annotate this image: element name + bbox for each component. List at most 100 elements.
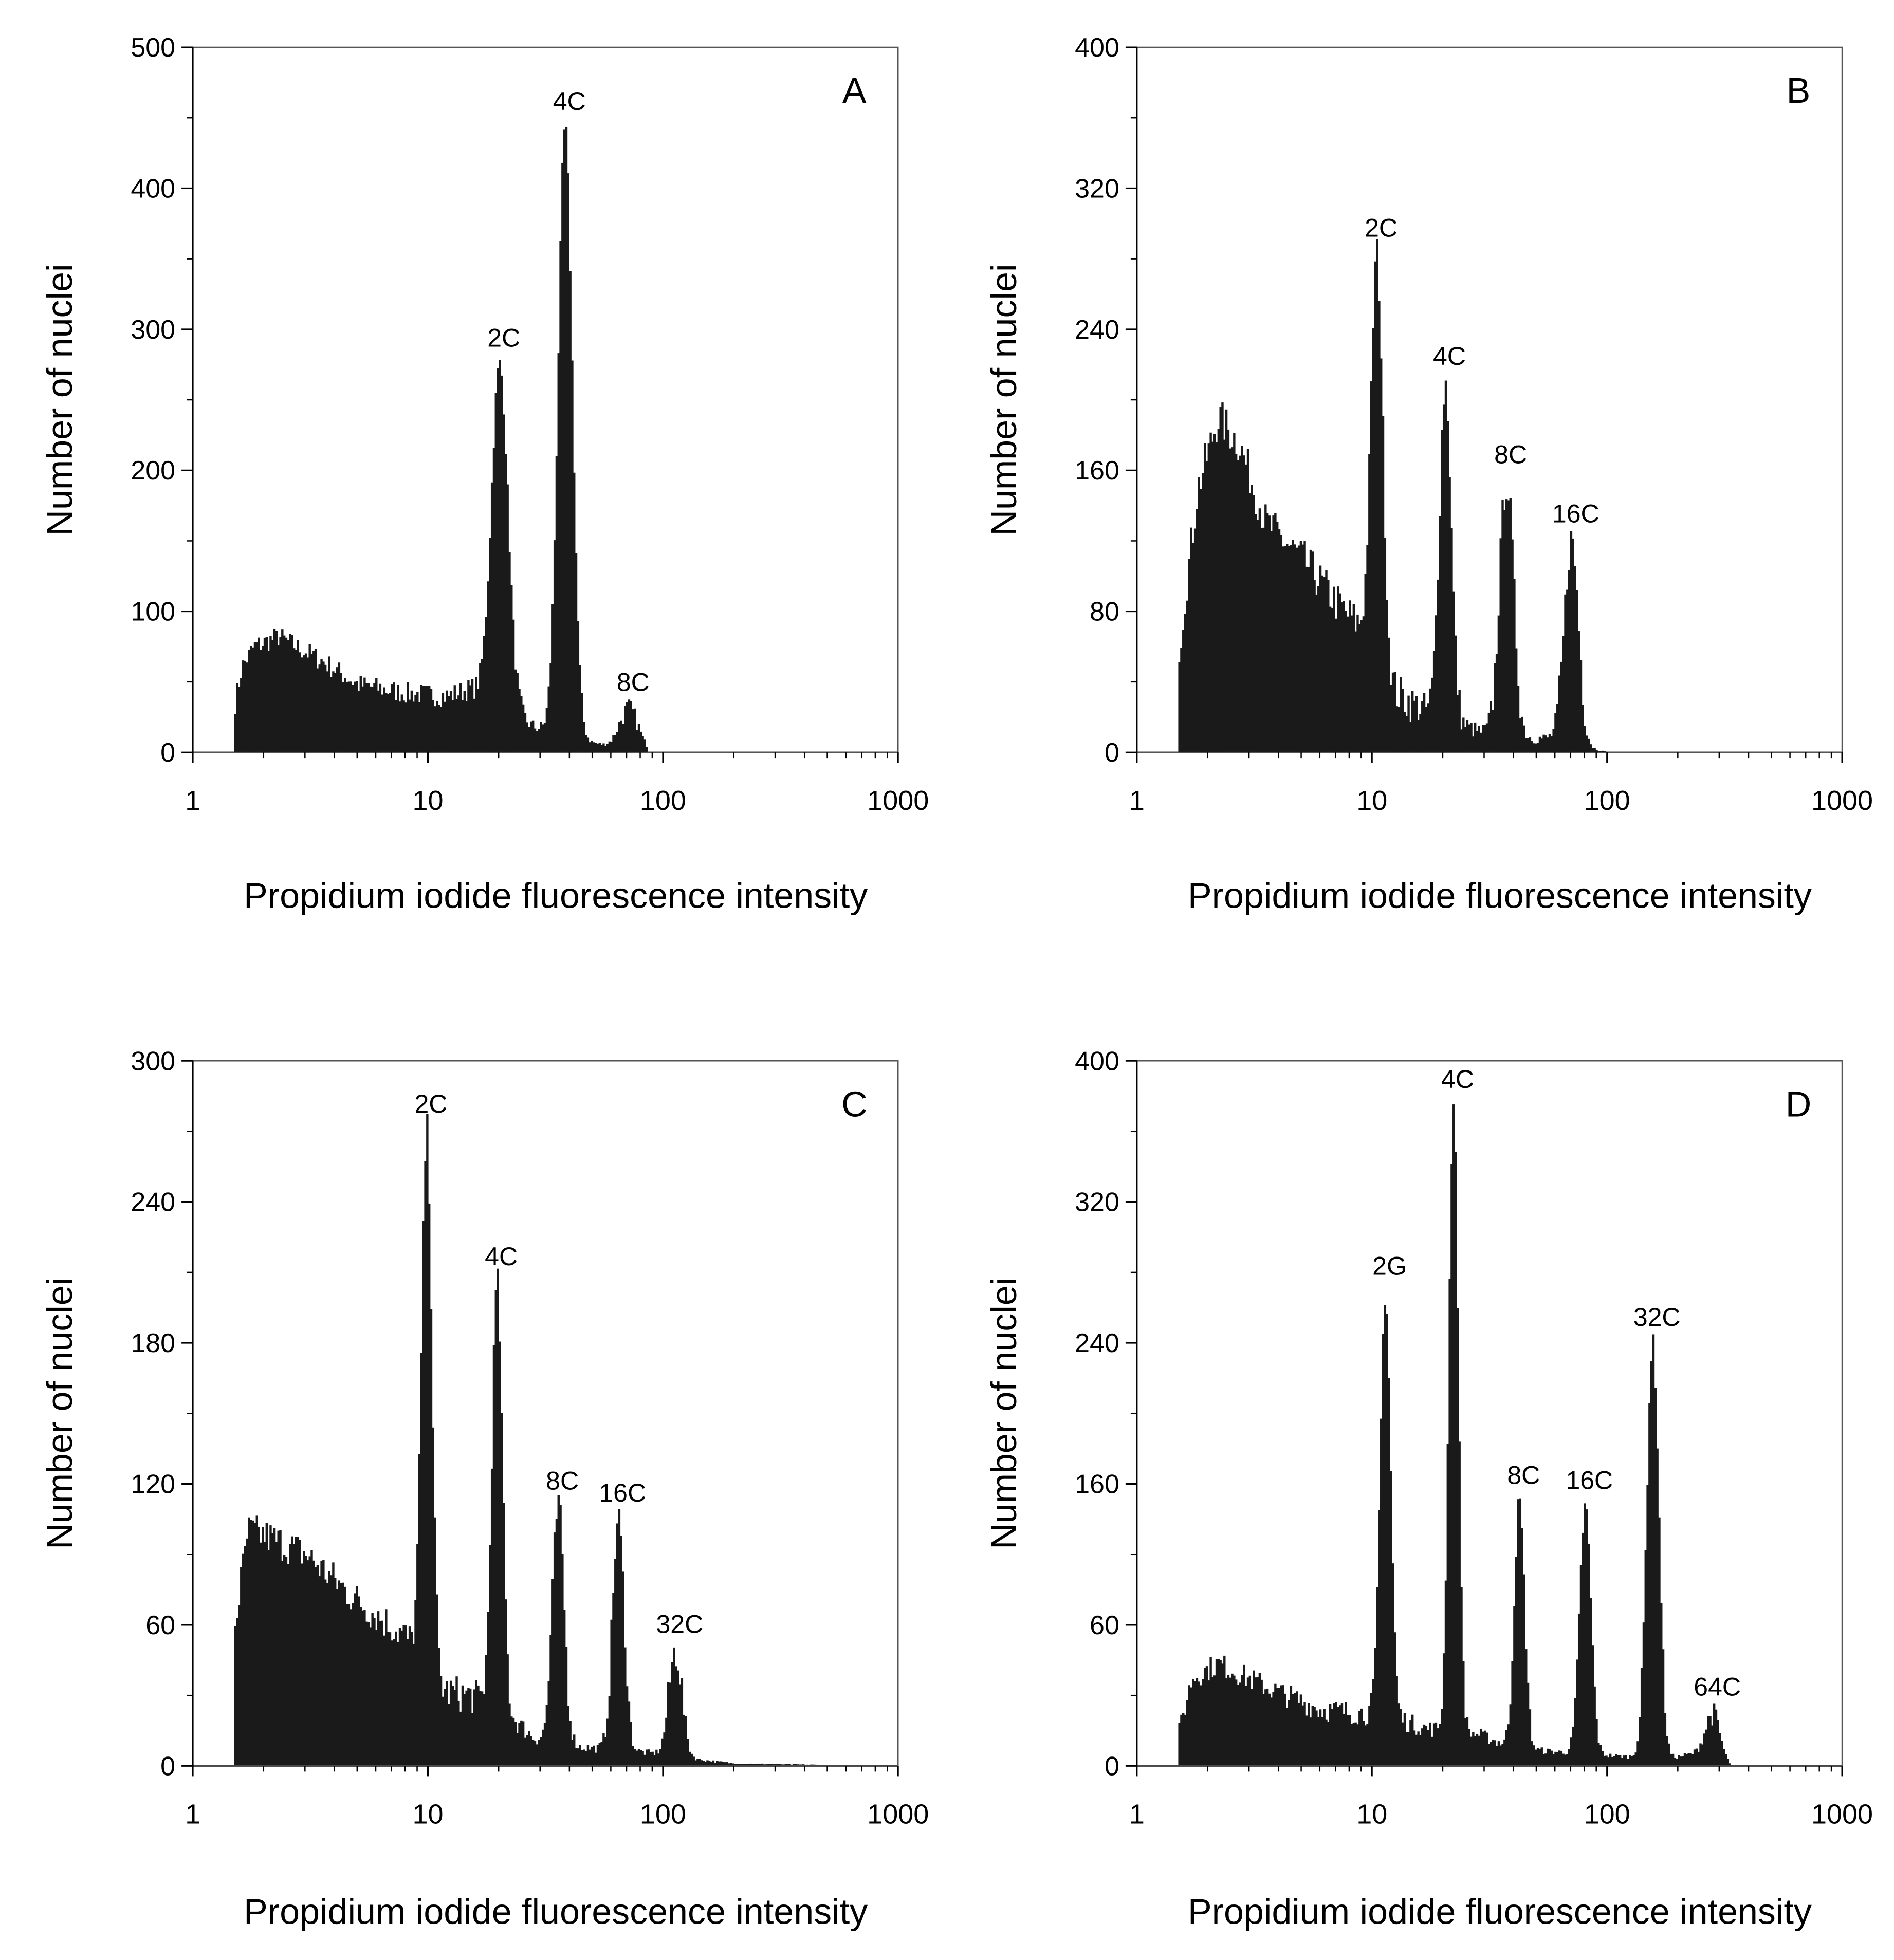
histogram-bar (1644, 1550, 1647, 1766)
y-tick-label: 500 (131, 33, 175, 63)
histogram-bar (1374, 261, 1376, 753)
x-tick-label: 10 (412, 1799, 443, 1829)
histogram-bar (1292, 1694, 1294, 1766)
histogram-bar (594, 1752, 597, 1766)
histogram-bar (761, 1763, 764, 1766)
histogram-bar (369, 1627, 372, 1766)
histogram-bar (1446, 421, 1449, 753)
panel-a: 0 100 200 300 400 500 1 10 100 1000 2C 4C 8C A Propidi… (40, 33, 929, 916)
histogram-bar (439, 707, 443, 753)
histogram-bar (1196, 1678, 1199, 1766)
histogram-bar (1623, 1755, 1626, 1766)
histogram-bar (559, 1505, 562, 1766)
histogram-bar (796, 1764, 799, 1766)
histogram-bar (598, 1743, 601, 1766)
histogram-bar (248, 1517, 250, 1766)
histogram-bar (485, 1655, 487, 1766)
histogram-bar (499, 1341, 501, 1766)
histogram-bar (628, 699, 631, 753)
y-tick-label: 0 (1105, 1751, 1119, 1781)
panel-letter: D (1786, 1084, 1812, 1124)
x-tick-label: 1 (1129, 1799, 1145, 1829)
histogram-bar (1636, 1741, 1639, 1766)
histogram-bar (1280, 535, 1283, 753)
histogram-bar (263, 637, 266, 753)
histogram-bar (434, 706, 436, 753)
histogram-bar (1384, 1305, 1387, 1766)
histogram-bar (1311, 1706, 1314, 1766)
histogram-bar (542, 1729, 544, 1766)
histogram-bar (320, 1560, 323, 1766)
histogram-bar (1562, 636, 1565, 753)
histogram-bar (593, 742, 595, 753)
histogram-bar (497, 368, 499, 753)
histogram-bar (786, 1764, 789, 1766)
histogram-bar (516, 1733, 519, 1766)
histogram-bar (1723, 1748, 1725, 1766)
histogram-bar (322, 661, 325, 753)
histogram-bar (439, 1676, 443, 1766)
histogram-bar (1466, 720, 1469, 753)
peak-label: 8C (1494, 440, 1527, 469)
histogram-bar (1490, 1742, 1492, 1766)
histogram-bar (1258, 1673, 1261, 1766)
peak-label: 8C (617, 668, 650, 697)
histogram-bar (1362, 1721, 1365, 1766)
histogram-bar (383, 687, 385, 753)
histogram-bar (1219, 1660, 1222, 1766)
histogram-bar (322, 1560, 325, 1766)
histogram-bar (1542, 1754, 1545, 1766)
histogram-bar (712, 1760, 715, 1766)
histogram-bar (506, 1654, 509, 1766)
histogram-bar (1607, 1757, 1610, 1766)
histogram-bar (1217, 429, 1220, 753)
histogram-bar (616, 732, 619, 753)
histogram-bar (610, 1619, 613, 1766)
histogram-bar (608, 1696, 611, 1766)
histogram-bar (1529, 1709, 1532, 1766)
peak-label: 4C (1441, 1065, 1474, 1094)
histogram-bar (1689, 1753, 1692, 1766)
histogram-bar (1376, 1587, 1378, 1766)
histogram-bar (449, 691, 452, 753)
histogram-bar (1521, 716, 1523, 753)
histogram-bar (345, 1604, 348, 1766)
histogram-bar (330, 677, 333, 753)
x-tick-label: 100 (1584, 785, 1630, 816)
histogram-bar (534, 728, 537, 753)
histogram-bar (687, 1739, 689, 1766)
histogram-bar (371, 1613, 374, 1766)
histogram-bar (379, 683, 382, 753)
histogram-bar (1660, 1603, 1663, 1766)
histogram-bar (741, 1764, 744, 1766)
histogram-bar (490, 1468, 493, 1766)
histogram-bar (397, 684, 399, 753)
histogram-bar (1282, 546, 1284, 753)
histogram-bar (301, 657, 303, 753)
histogram-bar (1243, 455, 1245, 753)
histogram-bar (512, 1717, 515, 1766)
histogram-bar (1492, 709, 1494, 753)
histogram-bar (420, 1353, 423, 1766)
histogram-bar (352, 685, 354, 753)
histogram-bar (763, 1764, 766, 1766)
histogram-bar (1468, 724, 1470, 753)
histogram-bar (1370, 1692, 1373, 1766)
histogram-bar (1576, 590, 1578, 753)
histogram-bar (1454, 635, 1457, 753)
histogram-bar (596, 1745, 599, 1766)
histogram-bar (428, 1203, 431, 1766)
histogram-bar (1391, 1563, 1394, 1766)
histogram-bar (1207, 1680, 1210, 1766)
histogram-bar (637, 1749, 640, 1766)
histogram-bar (426, 686, 429, 753)
histogram-bar (1499, 538, 1502, 753)
histogram-bar (1203, 1668, 1206, 1766)
histogram-bar (310, 1550, 313, 1766)
histogram-bar (1511, 539, 1514, 753)
histogram-bar (729, 1763, 732, 1766)
histogram-bar (332, 1562, 335, 1766)
histogram-bar (418, 702, 421, 753)
histogram-bar (291, 635, 293, 753)
histogram-bar (471, 679, 474, 753)
